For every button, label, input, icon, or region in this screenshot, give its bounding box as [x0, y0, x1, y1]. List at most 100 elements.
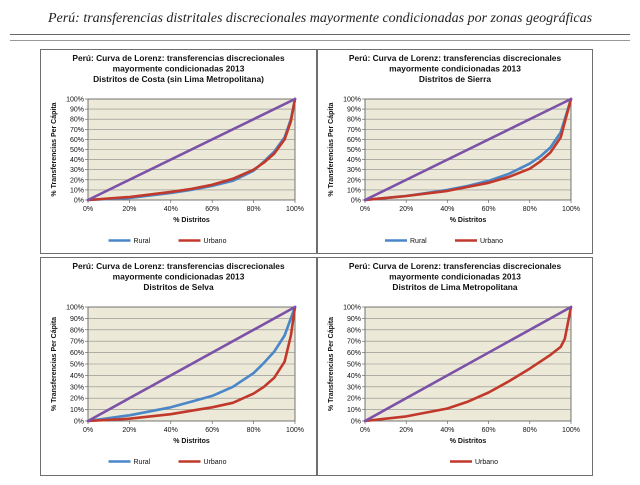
chart-title-line: mayormente condicionadas 2013 — [113, 272, 245, 282]
x-axis-label: % Distritos — [450, 438, 487, 445]
y-tick-label: 70% — [70, 339, 84, 346]
series-line-urbano — [86, 97, 297, 202]
x-tick-label: 40% — [164, 427, 178, 434]
y-tick-label: 10% — [70, 187, 84, 194]
equality-line — [86, 97, 297, 202]
title-divider — [10, 34, 630, 35]
y-tick-label: 60% — [347, 350, 361, 357]
x-tick-label: 80% — [523, 206, 537, 213]
x-tick-label: 20% — [122, 206, 136, 213]
y-tick-label: 80% — [70, 117, 84, 124]
y-tick-label: 90% — [70, 316, 84, 323]
lorenz-chart-costa: Perú: Curva de Lorenz: transferencias di… — [40, 49, 317, 254]
legend-label-urbano: Urbano — [204, 459, 227, 466]
x-tick-label: 40% — [440, 427, 454, 434]
y-tick-label: 80% — [347, 117, 361, 124]
x-axis-label: % Distritos — [450, 217, 487, 224]
x-tick-label: 80% — [247, 206, 261, 213]
x-axis-label: % Distritos — [173, 217, 210, 224]
y-tick-label: 30% — [70, 384, 84, 391]
y-tick-label: 60% — [70, 350, 84, 357]
y-tick-label: 70% — [347, 127, 361, 134]
y-axis-label: % Transferencias Per Cápita — [51, 102, 58, 196]
legend-label-rural: Rural — [134, 459, 151, 466]
legend-label-urbano: Urbano — [475, 459, 498, 466]
x-tick-label: 60% — [205, 427, 219, 434]
y-tick-label: 50% — [70, 147, 84, 154]
y-tick-label: 30% — [70, 167, 84, 174]
chart-title-line: mayormente condicionadas 2013 — [113, 64, 245, 74]
x-tick-label: 40% — [164, 206, 178, 213]
chart-title-line: Distritos de Lima Metropolitana — [392, 282, 518, 292]
chart-title-line: mayormente condicionadas 2013 — [389, 64, 521, 74]
y-tick-label: 20% — [70, 177, 84, 184]
x-tick-label: 100% — [562, 427, 580, 434]
chart-title-line: Perú: Curva de Lorenz: transferencias di… — [72, 261, 285, 271]
x-axis-label: % Distritos — [173, 438, 210, 445]
x-tick-label: 100% — [286, 206, 304, 213]
y-tick-label: 20% — [347, 396, 361, 403]
chart-title-line: mayormente condicionadas 2013 — [389, 272, 521, 282]
legend-label-rural: Rural — [410, 238, 427, 245]
y-tick-label: 40% — [70, 373, 84, 380]
title-divider-secondary — [10, 40, 630, 41]
y-tick-label: 20% — [70, 396, 84, 403]
x-tick-label: 20% — [122, 427, 136, 434]
y-axis-label: % Transferencias Per Cápita — [328, 317, 335, 411]
figure-title: Perú: transferencias distritales discrec… — [47, 11, 593, 26]
x-tick-label: 0% — [83, 427, 93, 434]
y-tick-label: 90% — [70, 107, 84, 114]
equality-line — [363, 305, 573, 423]
y-tick-label: 10% — [70, 407, 84, 414]
y-tick-label: 0% — [74, 419, 84, 426]
series-line-urbano — [363, 97, 573, 202]
equality-line — [86, 305, 297, 423]
equality-line — [363, 97, 573, 202]
y-tick-label: 40% — [70, 157, 84, 164]
x-tick-label: 100% — [286, 427, 304, 434]
legend-label-urbano: Urbano — [480, 238, 503, 245]
legend-label-rural: Rural — [134, 238, 151, 245]
y-tick-label: 70% — [347, 339, 361, 346]
x-tick-label: 0% — [83, 206, 93, 213]
y-tick-label: 40% — [347, 157, 361, 164]
chart-title-line: Perú: Curva de Lorenz: transferencias di… — [349, 261, 562, 271]
y-tick-label: 60% — [347, 137, 361, 144]
y-tick-label: 100% — [66, 97, 84, 104]
y-tick-label: 100% — [343, 97, 361, 104]
chart-title-line: Distritos de Selva — [143, 282, 214, 292]
y-tick-label: 80% — [70, 327, 84, 334]
y-tick-label: 80% — [347, 327, 361, 334]
lorenz-chart-selva: Perú: Curva de Lorenz: transferencias di… — [40, 257, 317, 476]
chart-title-line: Perú: Curva de Lorenz: transferencias di… — [349, 53, 562, 63]
y-tick-label: 0% — [74, 198, 84, 205]
y-tick-label: 30% — [347, 167, 361, 174]
y-tick-label: 100% — [343, 305, 361, 312]
y-tick-label: 20% — [347, 177, 361, 184]
chart-title-line: Distritos de Sierra — [419, 74, 491, 84]
y-tick-label: 10% — [347, 407, 361, 414]
y-tick-label: 0% — [351, 198, 361, 205]
chart-title-line: Distritos de Costa (sin Lima Metropolita… — [93, 74, 264, 84]
y-tick-label: 90% — [347, 316, 361, 323]
x-tick-label: 0% — [360, 427, 370, 434]
y-tick-label: 100% — [66, 305, 84, 312]
legend-label-urbano: Urbano — [204, 238, 227, 245]
lorenz-chart-lima: Perú: Curva de Lorenz: transferencias di… — [317, 257, 593, 476]
series-line-urbano — [86, 305, 297, 423]
y-tick-label: 50% — [347, 362, 361, 369]
x-tick-label: 100% — [562, 206, 580, 213]
x-tick-label: 80% — [247, 427, 261, 434]
chart-title-line: Perú: Curva de Lorenz: transferencias di… — [72, 53, 285, 63]
x-tick-label: 20% — [399, 427, 413, 434]
y-tick-label: 50% — [347, 147, 361, 154]
x-tick-label: 60% — [205, 206, 219, 213]
y-tick-label: 40% — [347, 373, 361, 380]
y-tick-label: 70% — [70, 127, 84, 134]
y-tick-label: 30% — [347, 384, 361, 391]
series-line-rural — [86, 305, 297, 423]
y-tick-label: 90% — [347, 107, 361, 114]
y-tick-label: 10% — [347, 187, 361, 194]
y-axis-label: % Transferencias Per Cápita — [328, 102, 335, 196]
lorenz-chart-sierra: Perú: Curva de Lorenz: transferencias di… — [317, 49, 593, 254]
